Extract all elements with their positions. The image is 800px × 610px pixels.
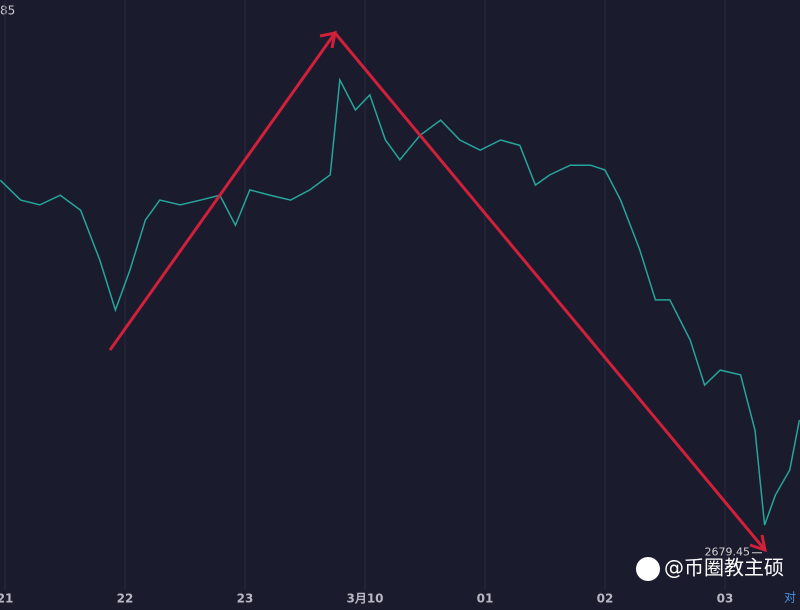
- x-tick-label: 02: [597, 592, 614, 606]
- log-toggle[interactable]: 对: [784, 591, 796, 605]
- arrow-head: [749, 534, 767, 553]
- price-line: [0, 77, 800, 526]
- low-price-label: 2679.45: [705, 546, 751, 559]
- trend-arrows: [108, 30, 767, 553]
- x-tick-label: 22: [117, 592, 134, 606]
- watermark-icon: [636, 557, 660, 581]
- arrow-head: [319, 31, 337, 49]
- grid: [4, 0, 726, 590]
- x-tick-label: 03: [717, 592, 734, 606]
- x-tick-label: 3月10: [346, 592, 383, 606]
- x-tick-label: 21: [0, 592, 13, 606]
- watermark: @币圈教主硕: [664, 556, 784, 580]
- price-label: 85: [0, 4, 15, 18]
- plot: [0, 77, 800, 526]
- x-tick-label: 23: [237, 592, 254, 606]
- x-tick-label: 01: [477, 592, 494, 606]
